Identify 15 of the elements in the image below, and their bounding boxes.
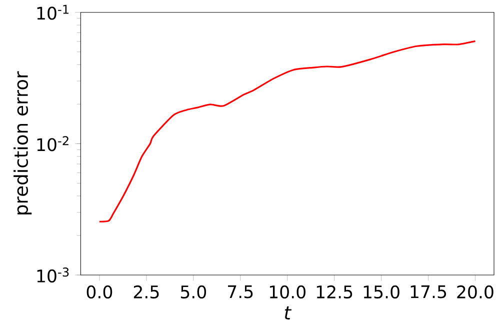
y-tick-label: 10$^{-3}$ [37, 267, 69, 283]
x-tick-label: 5.0 [180, 285, 206, 299]
y-tick-label: 10$^{-1}$ [37, 4, 68, 20]
y-axis-title: prediction error [14, 71, 32, 214]
x-tick-label: 20.0 [457, 285, 494, 299]
x-tick-label: 12.5 [316, 285, 352, 299]
x-tick-label: 2.5 [134, 285, 159, 299]
x-tick-label: 0.0 [86, 285, 112, 299]
line-series [98, 40, 476, 222]
x-tick-label: 10.0 [270, 285, 306, 299]
y-tick-label: 10$^{-2}$ [37, 136, 68, 152]
x-tick-label: 7.5 [228, 285, 253, 298]
x-tick-label: 15.0 [364, 285, 400, 299]
x-axis-title: t [284, 306, 292, 320]
x-tick-label: 17.5 [410, 285, 446, 298]
